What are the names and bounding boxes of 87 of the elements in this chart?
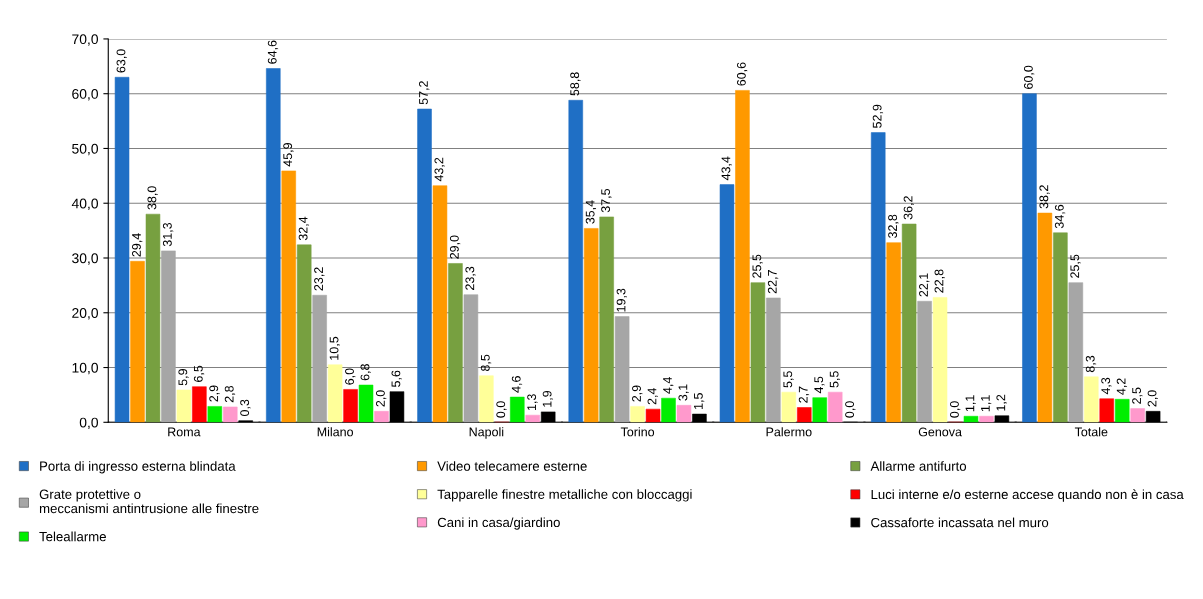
data-label: 2,8 — [224, 385, 236, 403]
data-label: 19,3 — [616, 288, 627, 312]
data-label: 4,3 — [1101, 377, 1112, 395]
data-label: 31,3 — [162, 222, 174, 247]
data-label: 45,9 — [283, 143, 294, 167]
data-label: 37,5 — [601, 188, 612, 213]
data-label: 1,9 — [542, 390, 554, 407]
legend-label: Cani in casa/giardino — [437, 517, 560, 530]
data-label: 4,2 — [1116, 378, 1128, 395]
x-tick-label: Torino — [620, 427, 655, 437]
data-label: 1,1 — [965, 395, 976, 412]
data-label: 22,7 — [767, 270, 779, 294]
data-label: 2,0 — [1147, 390, 1158, 407]
data-label: 32,4 — [298, 216, 310, 241]
data-label: 29,4 — [132, 233, 143, 257]
data-label: 1,5 — [694, 393, 705, 409]
data-label: 1,3 — [527, 394, 538, 411]
data-label: 38,2 — [1039, 185, 1050, 209]
data-label: 36,2 — [903, 196, 914, 220]
legend-label: Tapparelle finestre metalliche con bloccaggi — [437, 489, 692, 502]
data-label: 29,0 — [449, 235, 461, 259]
y-tick-label: 60,0 — [72, 89, 99, 101]
data-label: 63,0 — [116, 49, 127, 73]
x-tick-label: Genova — [918, 427, 962, 437]
data-label: 2,9 — [209, 385, 220, 402]
data-label: 10,5 — [329, 336, 340, 360]
x-tick-label: Palermo — [766, 427, 812, 437]
x-tick-label: Totale — [1074, 427, 1108, 437]
data-label: 43,2 — [434, 157, 445, 182]
data-label: 5,9 — [178, 369, 189, 386]
y-tick-label: 10,0 — [72, 362, 99, 375]
legend-label: Porta di ingresso esterna blindata — [40, 461, 236, 474]
data-label: 23,3 — [465, 266, 476, 290]
data-label: 6,8 — [360, 364, 371, 381]
data-label: 58,8 — [570, 72, 581, 96]
legend-label: Luci interne e/o esterne accese quando non è in casa — [871, 489, 1184, 502]
y-tick-label: 70,0 — [72, 34, 99, 46]
data-label: 22,8 — [934, 269, 945, 293]
data-label: 8,3 — [1085, 355, 1097, 373]
data-label: 5,6 — [391, 370, 402, 387]
data-label: 23,2 — [314, 267, 325, 291]
legend-label: Cassaforte incassata nel muro — [871, 517, 1049, 528]
data-label: 0,0 — [950, 401, 961, 418]
data-label: 2,4 — [647, 387, 658, 405]
y-tick-label: 20,0 — [72, 308, 99, 320]
data-label: 2,0 — [376, 390, 387, 407]
data-label: 57,2 — [419, 81, 430, 105]
data-label: 2,7 — [798, 386, 810, 403]
data-label: 25,5 — [1070, 254, 1081, 278]
legend-label: Video telecamere esterne — [437, 461, 587, 471]
data-label: 22,1 — [919, 273, 930, 297]
x-tick-label: Napoli — [469, 427, 504, 439]
data-label: 6,0 — [345, 368, 356, 385]
data-label: 2,5 — [1132, 387, 1143, 404]
data-label: 35,4 — [585, 200, 597, 224]
data-label: 60,0 — [1023, 65, 1035, 89]
data-label: 1,2 — [996, 394, 1007, 411]
y-tick-label: 40,0 — [71, 198, 99, 211]
data-label: 34,6 — [1054, 204, 1066, 229]
legend-label: Grate protettive o meccanismi antintrusione alle finestre — [39, 489, 259, 514]
data-label: 4,5 — [814, 376, 825, 394]
data-label: 43,4 — [721, 156, 732, 181]
y-tick-label: 30,0 — [72, 253, 99, 265]
y-tick-label: 0,0 — [79, 417, 99, 430]
data-label: 2,9 — [632, 385, 643, 402]
legend-label: Teleallarme — [39, 531, 106, 542]
x-tick-label: Milano — [317, 427, 354, 437]
x-tick-label: Roma — [168, 427, 201, 437]
data-label: 0,0 — [845, 401, 856, 418]
data-label: 4,6 — [511, 376, 523, 393]
legend-label: Allarme antifurto — [870, 461, 967, 471]
data-label: 0,3 — [240, 399, 251, 416]
data-label: 4,4 — [663, 377, 674, 394]
data-label: 0,0 — [496, 401, 507, 418]
y-tick-label: 50,0 — [72, 143, 99, 156]
data-label: 5,5 — [783, 371, 794, 388]
data-label: 5,5 — [829, 371, 841, 388]
data-label: 3,1 — [678, 384, 689, 401]
data-label: 52,9 — [872, 104, 884, 128]
data-label: 25,5 — [752, 254, 763, 278]
data-label: 32,8 — [888, 214, 899, 239]
data-label: 1,1 — [981, 395, 992, 412]
data-label: 6,5 — [193, 365, 205, 382]
data-label: 38,0 — [147, 186, 158, 210]
data-label: 64,6 — [267, 40, 279, 64]
data-label: 8,5 — [480, 354, 492, 372]
data-label: 60,6 — [736, 62, 748, 86]
